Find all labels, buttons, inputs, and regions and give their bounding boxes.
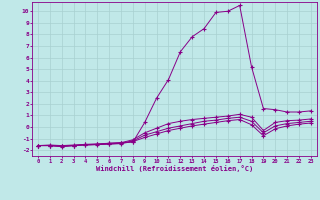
- X-axis label: Windchill (Refroidissement éolien,°C): Windchill (Refroidissement éolien,°C): [96, 165, 253, 172]
